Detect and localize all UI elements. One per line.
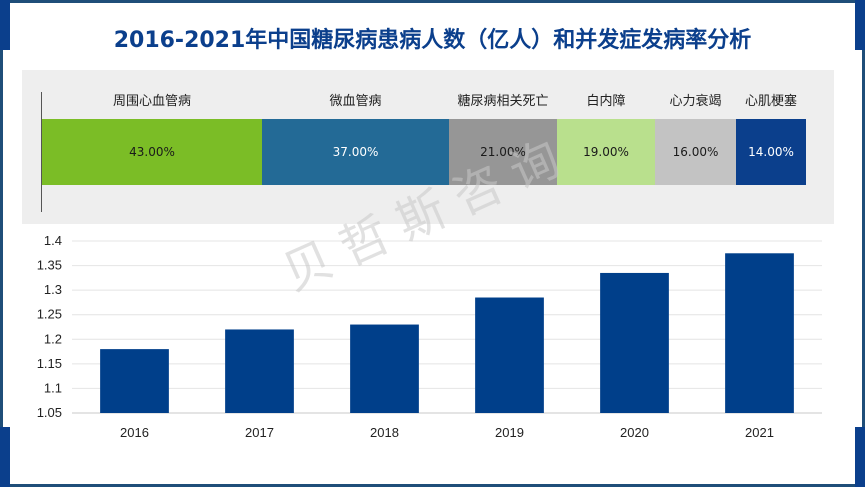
x-tick-label: 2017 bbox=[245, 425, 274, 440]
complication-value: 37.00% bbox=[332, 145, 379, 159]
bar bbox=[225, 329, 294, 413]
complication-value: 16.00% bbox=[672, 145, 719, 159]
complication-label: 微血管病 bbox=[329, 94, 382, 109]
y-tick-label: 1.4 bbox=[44, 233, 62, 248]
complication-label: 白内障 bbox=[586, 94, 626, 109]
bar bbox=[100, 349, 169, 413]
complication-segment: 14.00% bbox=[736, 119, 806, 185]
complication-segment: 16.00% bbox=[655, 119, 736, 185]
complication-value: 43.00% bbox=[129, 145, 175, 159]
complication-label: 心肌梗塞 bbox=[744, 94, 797, 109]
chart-x-ticks: 2016 2017 2018 2019 2020 2021 bbox=[120, 425, 774, 440]
x-tick-label: 2021 bbox=[745, 425, 774, 440]
complication-value: 21.00% bbox=[480, 145, 526, 159]
page-title: 2016-2021年中国糖尿病患病人数（亿人）和并发症发病率分析 bbox=[113, 28, 752, 53]
y-tick-label: 1.25 bbox=[37, 307, 62, 322]
chart-y-ticks: 1.05 1.1 1.15 1.2 1.25 1.3 1.35 1.4 bbox=[37, 233, 62, 420]
x-tick-label: 2018 bbox=[370, 425, 399, 440]
complication-label: 周围心血管病 bbox=[112, 94, 191, 109]
x-tick-label: 2020 bbox=[620, 425, 649, 440]
complication-segment: 19.00% bbox=[557, 119, 655, 185]
y-tick-label: 1.35 bbox=[37, 258, 62, 273]
frame-left-border bbox=[0, 0, 3, 487]
complication-label: 糖尿病相关死亡 bbox=[457, 94, 549, 109]
bar bbox=[350, 324, 419, 413]
x-tick-label: 2019 bbox=[495, 425, 524, 440]
bar bbox=[725, 253, 794, 413]
complication-segment: 21.00% bbox=[449, 119, 557, 185]
y-tick-label: 1.15 bbox=[37, 356, 62, 371]
frame-right-border bbox=[862, 0, 865, 487]
corner-accent-bottom-left bbox=[0, 427, 10, 487]
frame-bottom-border bbox=[0, 484, 865, 487]
y-tick-label: 1.3 bbox=[44, 282, 62, 297]
bar bbox=[475, 297, 544, 413]
complication-axis-line bbox=[41, 92, 42, 212]
corner-accent-top-right bbox=[855, 0, 865, 50]
bar bbox=[600, 272, 669, 413]
complication-label: 心力衰竭 bbox=[669, 94, 722, 109]
y-tick-label: 1.2 bbox=[44, 331, 62, 346]
complication-segment: 43.00% bbox=[42, 119, 262, 185]
complication-value: 14.00% bbox=[748, 145, 794, 159]
chart-gridlines bbox=[72, 240, 822, 414]
patient-count-bar-chart: 1.051.11.151.21.251.31.351.4 2016 2017 201… bbox=[37, 233, 822, 440]
complication-segment: 37.00% bbox=[262, 119, 449, 185]
frame-top-border bbox=[0, 0, 865, 3]
corner-accent-top-left bbox=[0, 0, 10, 50]
y-tick-label: 1.1 bbox=[44, 380, 62, 395]
chart-bars bbox=[100, 253, 794, 413]
complication-value: 19.00% bbox=[583, 145, 629, 159]
corner-accent-bottom-right bbox=[855, 427, 865, 487]
y-tick-label: 1.05 bbox=[37, 405, 62, 420]
x-tick-label: 2016 bbox=[120, 425, 149, 440]
